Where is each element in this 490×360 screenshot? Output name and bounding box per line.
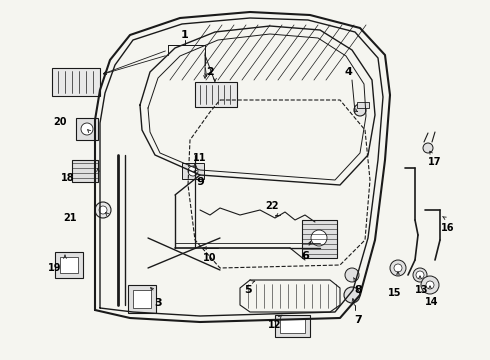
Text: 8: 8 bbox=[354, 285, 362, 295]
Text: 12: 12 bbox=[268, 320, 282, 330]
Text: 16: 16 bbox=[441, 223, 455, 233]
Bar bbox=[195, 82, 237, 107]
Text: 7: 7 bbox=[354, 315, 362, 325]
Bar bbox=[76, 118, 98, 140]
Circle shape bbox=[423, 143, 433, 153]
Circle shape bbox=[390, 260, 406, 276]
Circle shape bbox=[81, 123, 93, 135]
Circle shape bbox=[345, 268, 359, 282]
Circle shape bbox=[426, 281, 434, 289]
Bar bbox=[133, 290, 151, 308]
Text: 13: 13 bbox=[415, 285, 429, 295]
Circle shape bbox=[95, 202, 111, 218]
Circle shape bbox=[311, 230, 327, 246]
Bar bbox=[60, 257, 78, 273]
Circle shape bbox=[354, 104, 366, 116]
Text: 20: 20 bbox=[53, 117, 67, 127]
Text: 6: 6 bbox=[301, 251, 309, 261]
Text: 2: 2 bbox=[206, 67, 214, 77]
Circle shape bbox=[344, 287, 360, 303]
Text: 1: 1 bbox=[181, 30, 189, 40]
Bar bbox=[302, 220, 337, 258]
Bar bbox=[128, 285, 156, 313]
Circle shape bbox=[413, 268, 427, 282]
Text: 11: 11 bbox=[193, 153, 207, 163]
Circle shape bbox=[99, 206, 107, 214]
Circle shape bbox=[394, 264, 402, 272]
Text: 21: 21 bbox=[63, 213, 77, 223]
Bar bbox=[280, 319, 305, 333]
Text: 5: 5 bbox=[244, 285, 252, 295]
Text: 10: 10 bbox=[203, 253, 217, 263]
Text: 19: 19 bbox=[48, 263, 62, 273]
Text: 17: 17 bbox=[428, 157, 442, 167]
Text: 15: 15 bbox=[388, 288, 402, 298]
Text: 18: 18 bbox=[61, 173, 75, 183]
Bar bbox=[72, 160, 98, 182]
Text: 14: 14 bbox=[425, 297, 439, 307]
Bar bbox=[182, 163, 204, 179]
Bar bbox=[55, 252, 83, 278]
Bar bbox=[275, 315, 310, 337]
Circle shape bbox=[188, 166, 198, 176]
Text: 3: 3 bbox=[154, 298, 162, 308]
Bar bbox=[357, 102, 369, 108]
Circle shape bbox=[416, 271, 424, 279]
Text: 4: 4 bbox=[344, 67, 352, 77]
Text: 22: 22 bbox=[265, 201, 279, 211]
Circle shape bbox=[421, 276, 439, 294]
Text: 9: 9 bbox=[196, 177, 204, 187]
Bar bbox=[52, 68, 100, 96]
